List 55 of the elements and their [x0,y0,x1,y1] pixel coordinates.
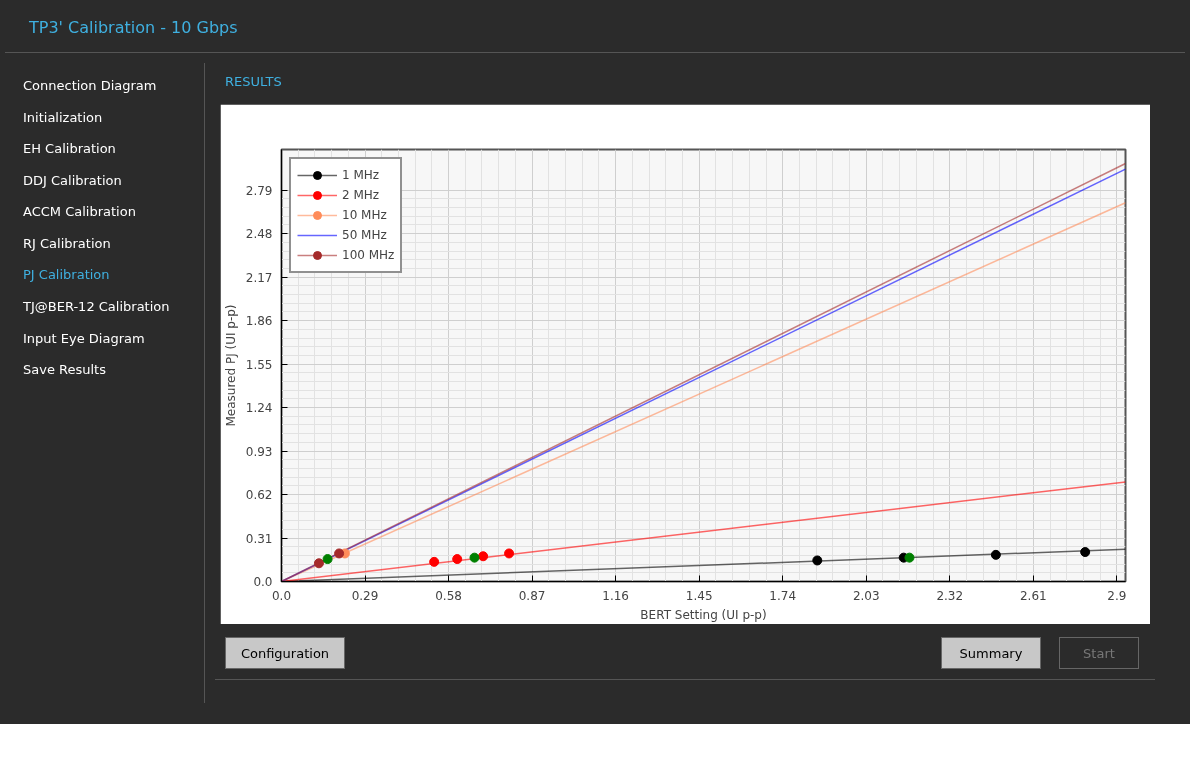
y-tick-label: 1.24 [245,401,273,416]
y-tick-label: 0.31 [245,531,273,546]
x-tick-label: 1.16 [602,588,629,603]
legend-label: 2 MHz [342,188,380,202]
text: Initialization [23,108,104,127]
y-tick-label: 0.93 [245,444,273,459]
point [469,552,480,563]
x-tick-label: 2.03 [852,588,880,603]
x-tick-label: 0.87 [518,588,546,603]
y-tick-label: 1.86 [245,314,273,329]
y-tick-label: 0.62 [245,488,273,503]
point [478,551,489,562]
x-tick-label: 0.29 [351,588,379,603]
text: EH Calibration [23,140,117,159]
x-tick-label: 2.9 [1107,588,1127,603]
text: Save Results [23,361,107,380]
point [334,548,345,559]
text: Connection Diagram [23,77,158,95]
point [990,549,1001,560]
chart-subtitle: RESULTS [225,73,282,91]
point [504,548,515,559]
y-tick-label: 2.79 [245,183,273,198]
y-tick-label: 2.48 [245,227,273,242]
legend-label: 1 MHz [342,168,380,182]
y-tick-label: 1.55 [245,357,273,372]
text: RJ Calibration [23,234,112,253]
text: TJ@BER-12 Calibration [23,297,170,316]
point [313,558,324,569]
point [812,555,823,566]
text: Input Eye Diagram [23,329,146,348]
point [904,552,915,563]
text: ACCM Calibration [23,203,137,222]
x-tick-label: 2.61 [1019,588,1047,603]
legend-label: 50 MHz [342,228,387,242]
x-tick-label: 2.32 [936,588,964,603]
text: Start [1083,645,1115,663]
x-tick-label: 1.45 [685,588,713,603]
point [429,556,440,567]
text: PJ Calibration [23,266,111,285]
text: Summary [959,645,1023,663]
y-tick-label: 2.17 [245,270,273,285]
x-tick-label: 1.74 [769,588,797,603]
legend-label: 100 MHz [342,248,395,262]
x-tick-label: 0.0 [271,588,292,603]
y-axis-title: Measured PJ (UI p-p) [223,304,238,427]
text: TP3' Calibration - 10 Gbps [29,17,238,39]
legend-label: 10 MHz [342,208,387,222]
y-tick-label: 0.0 [253,575,273,589]
text: DDJ Calibration [23,171,123,190]
point [1080,547,1091,558]
text: Configuration [240,645,330,663]
point [452,554,463,565]
point [322,554,333,565]
x-axis-title: BERT Setting (UI p-p) [640,607,767,622]
x-tick-label: 0.58 [435,588,462,603]
